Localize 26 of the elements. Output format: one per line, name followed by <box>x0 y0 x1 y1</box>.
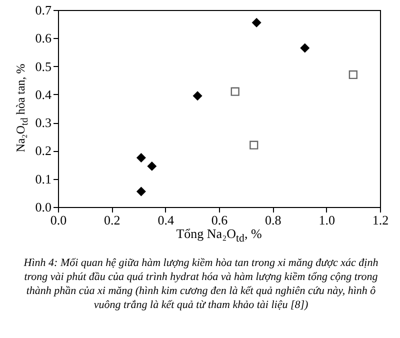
point <box>250 140 258 150</box>
y-tick-label: 0.6 <box>35 30 52 46</box>
y-tick-label: 0.5 <box>35 58 52 74</box>
x-tick-label: 0.4 <box>158 212 174 228</box>
y-tick-label: 0.2 <box>35 143 52 158</box>
text: Hình 4: Mối quan hệ giữa hàm lượng kiềm hòa tan trong xi măng được xác định trong vài phút đầu của quá trình hydrat hóa và hàm lượng kiềm tổng cộng trong thành phần của xi măng (hình kim cương đen là kết quả nghiên cứu này, hình ô vuông trắng là kết quả từ tham khảo tài liệu [8]) <box>22 256 380 312</box>
point <box>136 186 146 196</box>
x-tick-label: 0.0 <box>50 212 67 228</box>
x-tick-label: 0.6 <box>211 212 228 228</box>
point <box>192 91 202 101</box>
point <box>147 161 157 171</box>
point <box>230 87 240 96</box>
point <box>136 153 146 162</box>
x-tick-label: 0.8 <box>265 212 282 228</box>
y-tick-label: 0.1 <box>35 171 52 186</box>
y-tick-label: 0.7 <box>35 2 52 18</box>
x-tick-label: 1.0 <box>318 212 335 228</box>
y-tick-label: 0.3 <box>35 115 52 130</box>
y-tick-label: 0.4 <box>35 86 52 102</box>
point <box>348 70 358 80</box>
y-tick-label: 0.0 <box>35 200 52 214</box>
point <box>252 18 262 28</box>
point <box>300 43 310 53</box>
x-tick-label: 0.2 <box>104 212 120 228</box>
x-tick-label: 1.2 <box>372 212 389 228</box>
x-axis-title: Tổng Na₂O$_{td}$, % <box>175 226 263 245</box>
